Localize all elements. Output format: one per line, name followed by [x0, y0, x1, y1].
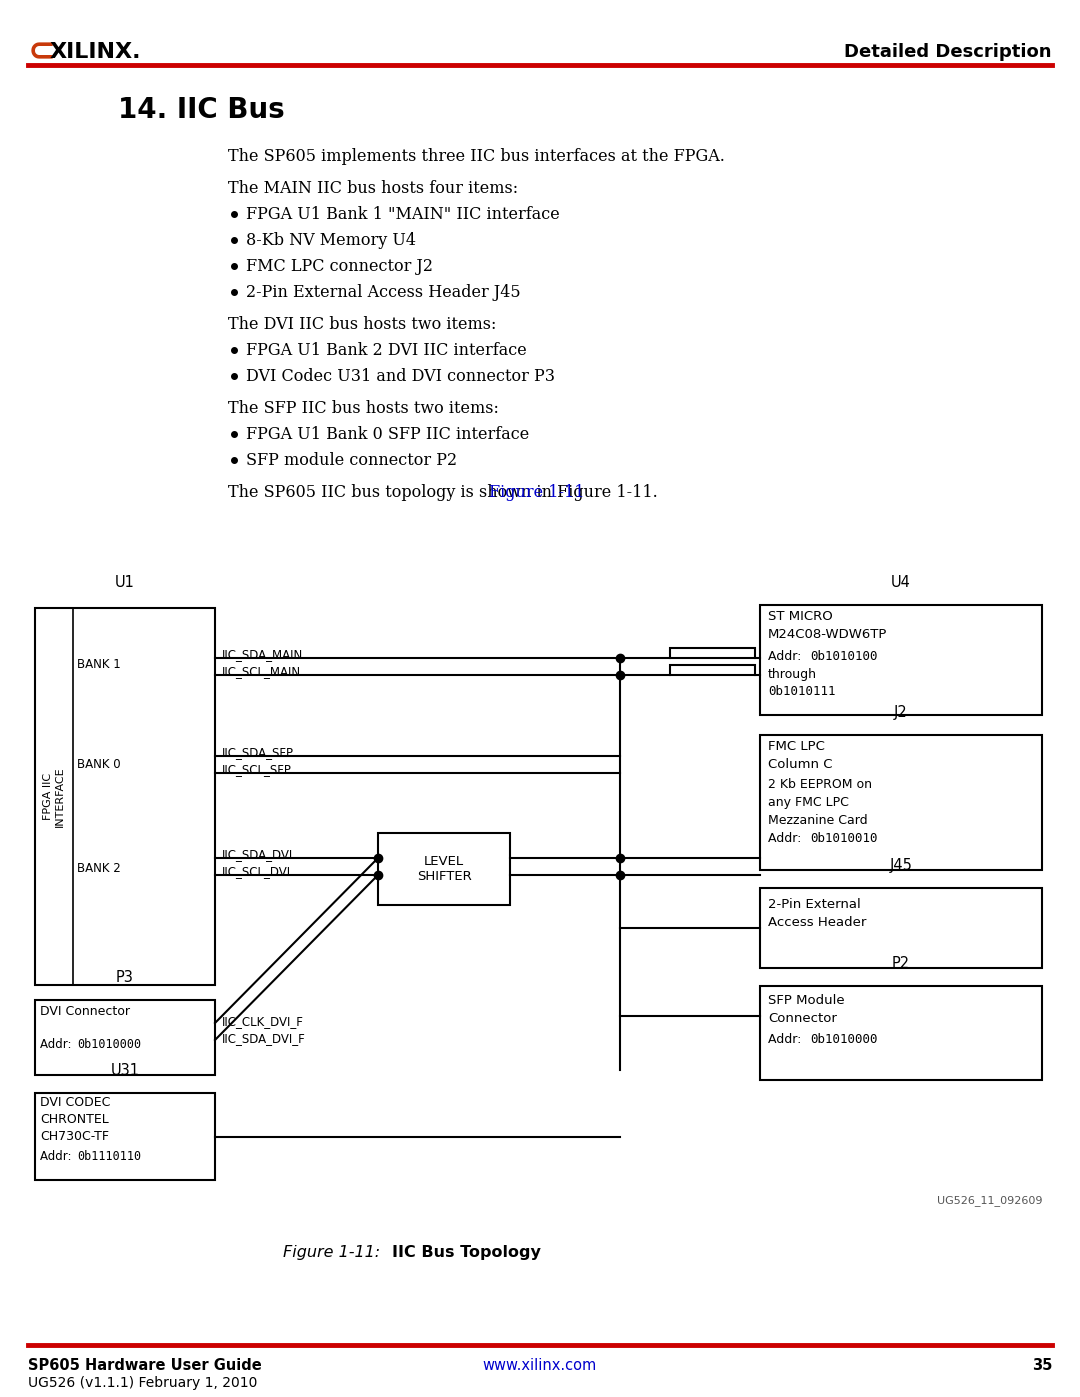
- Text: IIC_SCL_MAIN: IIC_SCL_MAIN: [222, 665, 301, 678]
- Text: through: through: [768, 668, 816, 680]
- Text: 0b1010000: 0b1010000: [810, 1032, 877, 1046]
- Text: 2-Pin External: 2-Pin External: [768, 898, 861, 911]
- Text: J45: J45: [890, 858, 913, 873]
- Text: U4: U4: [891, 576, 910, 590]
- Text: Figure 1-11: Figure 1-11: [488, 483, 584, 502]
- Text: U31: U31: [110, 1063, 139, 1078]
- Text: FPGA U1 Bank 0 SFP IIC interface: FPGA U1 Bank 0 SFP IIC interface: [246, 426, 529, 443]
- Text: P2: P2: [892, 956, 910, 971]
- Text: 8-Kb NV Memory U4: 8-Kb NV Memory U4: [246, 232, 416, 249]
- Text: ⊂: ⊂: [28, 35, 56, 68]
- Text: DVI Connector: DVI Connector: [40, 1004, 130, 1018]
- Text: Access Header: Access Header: [768, 916, 866, 929]
- Text: www.xilinx.com: www.xilinx.com: [483, 1358, 597, 1373]
- Text: Addr:: Addr:: [40, 1038, 76, 1051]
- Text: IIC Bus Topology: IIC Bus Topology: [392, 1245, 541, 1260]
- Text: J2: J2: [894, 705, 908, 719]
- Text: FPGA U1 Bank 1 "MAIN" IIC interface: FPGA U1 Bank 1 "MAIN" IIC interface: [246, 205, 559, 224]
- Text: M24C08-WDW6TP: M24C08-WDW6TP: [768, 629, 888, 641]
- Text: 0b1010111: 0b1010111: [768, 685, 836, 698]
- Bar: [760, 888, 1042, 968]
- Text: 14. IIC Bus: 14. IIC Bus: [118, 96, 285, 124]
- Bar: [760, 986, 1042, 1080]
- Text: The SFP IIC bus hosts two items:: The SFP IIC bus hosts two items:: [228, 400, 499, 416]
- Bar: [760, 605, 1042, 715]
- Text: FMC LPC: FMC LPC: [768, 740, 825, 753]
- Text: 2 Kb EEPROM on: 2 Kb EEPROM on: [768, 778, 872, 791]
- Text: DVI CODEC: DVI CODEC: [40, 1097, 110, 1109]
- Text: Addr:: Addr:: [768, 1032, 806, 1046]
- Text: The MAIN IIC bus hosts four items:: The MAIN IIC bus hosts four items:: [228, 180, 518, 197]
- Text: Column C: Column C: [768, 759, 833, 771]
- Text: FPGA IIC
INTERFACE: FPGA IIC INTERFACE: [43, 766, 65, 827]
- Bar: [35, 1000, 215, 1076]
- Text: CH730C-TF: CH730C-TF: [40, 1130, 109, 1143]
- Bar: [760, 735, 1042, 870]
- Text: LEVEL
SHIFTER: LEVEL SHIFTER: [417, 855, 471, 883]
- Text: IIC_SCL_SFP: IIC_SCL_SFP: [222, 763, 292, 775]
- Text: BANK 1: BANK 1: [77, 658, 121, 671]
- Text: UG526_11_092609: UG526_11_092609: [936, 1194, 1042, 1206]
- Text: U1: U1: [116, 576, 135, 590]
- Text: CHRONTEL: CHRONTEL: [40, 1113, 109, 1126]
- Bar: [378, 833, 510, 905]
- Text: FMC LPC connector J2: FMC LPC connector J2: [246, 258, 433, 275]
- Text: Figure 1-11:: Figure 1-11:: [283, 1245, 390, 1260]
- Text: 35: 35: [1031, 1358, 1052, 1373]
- Text: IIC_SDA_SFP: IIC_SDA_SFP: [222, 746, 294, 759]
- Text: The SP605 IIC bus topology is shown in Figure 1-11.: The SP605 IIC bus topology is shown in F…: [228, 483, 658, 502]
- Text: IIC_SDA_MAIN: IIC_SDA_MAIN: [222, 648, 303, 661]
- Text: UG526 (v1.1.1) February 1, 2010: UG526 (v1.1.1) February 1, 2010: [28, 1376, 257, 1390]
- Text: SFP module connector P2: SFP module connector P2: [246, 453, 457, 469]
- Text: Addr:: Addr:: [40, 1150, 76, 1162]
- Text: 0b1010010: 0b1010010: [810, 833, 877, 845]
- Text: any FMC LPC: any FMC LPC: [768, 796, 849, 809]
- Text: 0b1010100: 0b1010100: [810, 650, 877, 664]
- Text: IIC_SDA_DVI_F: IIC_SDA_DVI_F: [222, 1032, 306, 1045]
- Text: XILINX.: XILINX.: [50, 42, 141, 61]
- Text: BANK 0: BANK 0: [77, 757, 121, 771]
- Text: Detailed Description: Detailed Description: [845, 43, 1052, 61]
- Text: 0b1010000: 0b1010000: [77, 1038, 141, 1051]
- Bar: [35, 608, 215, 985]
- Text: BANK 2: BANK 2: [77, 862, 121, 876]
- Bar: [670, 665, 755, 675]
- Text: Addr:: Addr:: [768, 650, 806, 664]
- Text: The DVI IIC bus hosts two items:: The DVI IIC bus hosts two items:: [228, 316, 497, 332]
- Text: The SP605 implements three IIC bus interfaces at the FPGA.: The SP605 implements three IIC bus inter…: [228, 148, 725, 165]
- Text: Mezzanine Card: Mezzanine Card: [768, 814, 867, 827]
- Text: IIC_CLK_DVI_F: IIC_CLK_DVI_F: [222, 1016, 303, 1028]
- Text: 2-Pin External Access Header J45: 2-Pin External Access Header J45: [246, 284, 521, 300]
- Bar: [35, 1092, 215, 1180]
- Text: SP605 Hardware User Guide: SP605 Hardware User Guide: [28, 1358, 261, 1373]
- Text: DVI Codec U31 and DVI connector P3: DVI Codec U31 and DVI connector P3: [246, 367, 555, 386]
- Text: P3: P3: [116, 970, 134, 985]
- Text: FPGA U1 Bank 2 DVI IIC interface: FPGA U1 Bank 2 DVI IIC interface: [246, 342, 527, 359]
- Text: SFP Module: SFP Module: [768, 995, 845, 1007]
- Text: ST MICRO: ST MICRO: [768, 610, 833, 623]
- Text: Addr:: Addr:: [768, 833, 806, 845]
- Text: IIC_SCL_DVI: IIC_SCL_DVI: [222, 865, 292, 877]
- Bar: [670, 648, 755, 658]
- Text: IIC_SDA_DVI: IIC_SDA_DVI: [222, 848, 294, 861]
- Text: Connector: Connector: [768, 1011, 837, 1025]
- Text: 0b1110110: 0b1110110: [77, 1150, 141, 1162]
